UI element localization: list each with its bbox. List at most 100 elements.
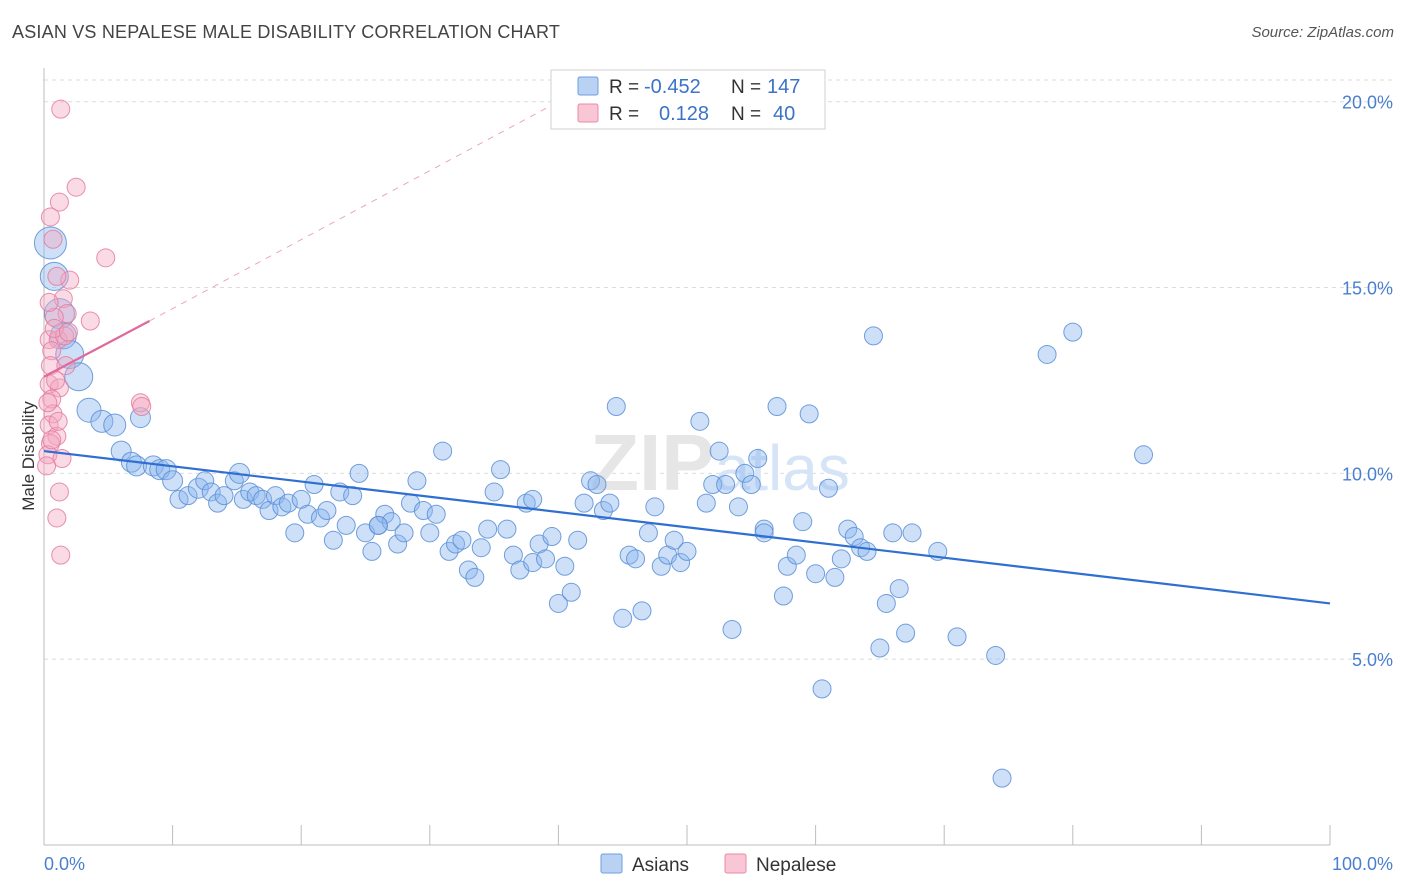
gridlines [44, 79, 1394, 660]
asian-point-85 [613, 608, 633, 628]
asian-point-61 [458, 560, 478, 580]
asian-point-104 [741, 475, 761, 495]
asian-point-71 [523, 553, 543, 573]
asian-point-82 [593, 501, 613, 521]
asian-point-36 [298, 504, 318, 524]
asian-point-20 [195, 471, 215, 491]
trendlines [43, 101, 1331, 605]
legend-swatch-nepalese [577, 103, 599, 123]
y-tick-label-3: 20.0% [1342, 93, 1393, 113]
asian-point-133 [1037, 344, 1057, 364]
nepalese-point-30 [47, 508, 67, 528]
nepalese-point-14 [55, 326, 75, 346]
nepalese-point-8 [53, 289, 73, 309]
asian-point-117 [831, 549, 851, 569]
asian-point-78 [568, 530, 588, 550]
asian-point-96 [690, 411, 710, 431]
watermark: ZIPatlas [590, 418, 850, 507]
nepalese-points [37, 99, 152, 565]
asian-point-87 [626, 549, 646, 569]
nepalese-point-15 [42, 341, 62, 361]
legend-r-label-asians: R = [609, 77, 639, 98]
nepalese-point-2 [49, 192, 69, 212]
asian-point-44 [349, 463, 369, 483]
asian-point-75 [548, 593, 568, 613]
legend-box: R = -0.452 N = 147 R = 0.128 N = 40 [550, 69, 826, 130]
asian-point-46 [362, 541, 382, 561]
asian-point-116 [825, 567, 845, 587]
asian-point-119 [844, 527, 864, 547]
asian-point-86 [619, 545, 639, 565]
asian-point-8 [103, 413, 127, 437]
y-tick-label-2: 15.0% [1342, 279, 1393, 299]
asian-point-108 [773, 586, 793, 606]
asian-point-88 [632, 601, 652, 621]
nepalese-point-7 [47, 266, 67, 286]
x-tick-labels: 0.0% 100.0% [44, 854, 1393, 874]
asian-point-101 [722, 619, 742, 639]
asian-point-123 [870, 638, 890, 658]
asian-point-137 [523, 489, 543, 509]
asian-point-60 [452, 530, 472, 550]
x-tick-label-0: 0.0% [44, 854, 85, 874]
asian-point-80 [581, 471, 601, 491]
legend-r-value-asians: -0.452 [644, 76, 701, 98]
nepalese-point-34 [38, 393, 58, 413]
asian-point-50 [388, 534, 408, 554]
asian-point-111 [793, 512, 813, 532]
legend-r-label-nepalese: R = [609, 104, 639, 125]
nepalese-point-19 [42, 389, 62, 409]
asian-point-135 [1134, 445, 1154, 465]
asian-point-84 [606, 396, 626, 416]
axes [43, 68, 1331, 846]
asian-point-118 [838, 519, 858, 539]
asian-point-128 [902, 523, 922, 543]
asian-point-89 [638, 523, 658, 543]
asian-point-130 [947, 627, 967, 647]
asian-point-33 [278, 493, 298, 513]
asian-point-65 [484, 482, 504, 502]
asian-point-124 [876, 593, 896, 613]
asian-point-100 [716, 475, 736, 495]
asian-point-53 [407, 471, 427, 491]
asian-point-126 [889, 579, 909, 599]
asian-point-95 [677, 541, 697, 561]
bottom-legend-swatch-nepalese [724, 853, 747, 874]
asian-point-91 [651, 556, 671, 576]
watermark-zip: ZIP [590, 418, 714, 507]
asian-point-76 [555, 556, 575, 576]
asian-point-73 [536, 549, 556, 569]
chart-source: Source: ZipAtlas.com [1251, 24, 1394, 41]
bottom-legend: Asians Nepalese [600, 853, 836, 876]
x-tick-label-1: 100.0% [1332, 854, 1393, 874]
asian-point-103 [735, 463, 755, 483]
asian-point-138 [368, 515, 388, 535]
asian-point-0 [33, 226, 67, 260]
asian-point-122 [863, 326, 883, 346]
asian-point-57 [433, 441, 453, 461]
nepalese-point-36 [42, 430, 62, 450]
asian-point-99 [709, 441, 729, 461]
nepalese-point-38 [39, 292, 59, 312]
legend-n-value-nepalese: 40 [773, 103, 795, 125]
asian-point-28 [246, 486, 266, 506]
asian-point-83 [600, 493, 620, 513]
asian-point-134 [1063, 322, 1083, 342]
asian-point-34 [285, 523, 305, 543]
nepalese-point-32 [44, 318, 64, 338]
chart-title: ASIAN VS NEPALESE MALE DISABILITY CORREL… [12, 22, 561, 42]
y-tick-label-0: 5.0% [1352, 650, 1393, 670]
nepalese-point-10 [44, 307, 64, 327]
nepalese-point-11 [80, 311, 100, 331]
asian-point-62 [465, 567, 485, 587]
legend-n-value-asians: 147 [767, 76, 800, 98]
asian-point-77 [561, 582, 581, 602]
asian-point-40 [323, 530, 343, 550]
asian-point-21 [201, 482, 221, 502]
asian-trendline [43, 449, 1331, 605]
asian-point-55 [420, 523, 440, 543]
asian-point-102 [728, 497, 748, 517]
asian-point-125 [883, 523, 903, 543]
legend-n-label-asians: N = [731, 77, 761, 98]
